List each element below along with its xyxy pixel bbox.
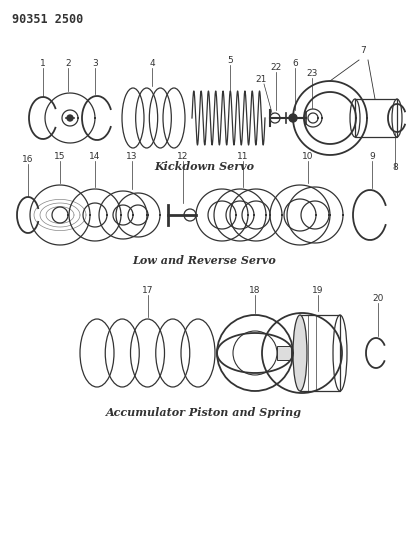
- Text: 1: 1: [40, 59, 46, 68]
- Text: 5: 5: [227, 56, 233, 65]
- Text: 90351 2500: 90351 2500: [12, 13, 83, 26]
- Bar: [277, 346, 291, 360]
- Text: 8: 8: [392, 163, 398, 172]
- Text: 2: 2: [65, 59, 71, 68]
- Text: 4: 4: [149, 59, 155, 68]
- Text: 6: 6: [292, 59, 298, 68]
- Text: 13: 13: [126, 152, 138, 161]
- Text: 21: 21: [255, 75, 267, 84]
- Circle shape: [289, 114, 297, 122]
- Text: 10: 10: [302, 152, 314, 161]
- Text: 17: 17: [142, 286, 154, 295]
- Text: Low and Reverse Servo: Low and Reverse Servo: [132, 255, 276, 266]
- Text: 20: 20: [373, 294, 384, 303]
- Text: 14: 14: [89, 152, 101, 161]
- Text: 11: 11: [237, 152, 249, 161]
- Text: 16: 16: [22, 155, 34, 164]
- Text: 23: 23: [306, 69, 318, 78]
- Bar: [300, 315, 340, 391]
- Text: 12: 12: [177, 152, 188, 161]
- Text: 9: 9: [369, 152, 375, 161]
- Text: Kickdown Servo: Kickdown Servo: [154, 160, 254, 172]
- Text: 3: 3: [92, 59, 98, 68]
- Text: 15: 15: [54, 152, 66, 161]
- Text: 18: 18: [249, 286, 261, 295]
- Text: 19: 19: [312, 286, 324, 295]
- Circle shape: [67, 115, 73, 121]
- Text: 7: 7: [360, 46, 366, 55]
- Text: Accumulator Piston and Spring: Accumulator Piston and Spring: [106, 408, 302, 418]
- Text: 22: 22: [271, 63, 282, 72]
- Bar: [355, 99, 397, 137]
- Ellipse shape: [293, 315, 307, 391]
